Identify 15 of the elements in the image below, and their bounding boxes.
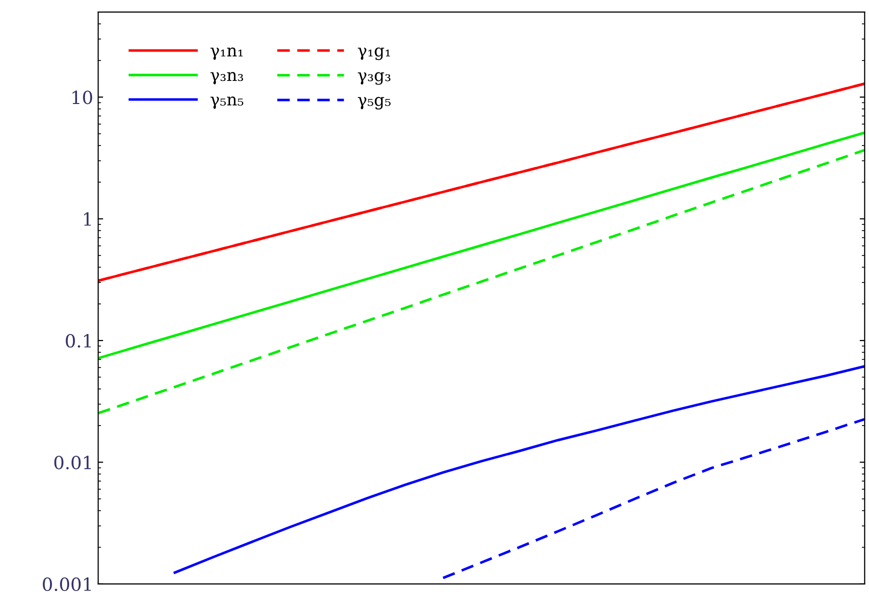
y-tick-label: 0.01 (54, 456, 91, 470)
line-series (174, 365, 865, 574)
legend-label: γ₁g₁ (358, 47, 390, 60)
legend-label: γ₃g₃ (358, 72, 390, 85)
legend-label: γ₁n₁ (210, 47, 243, 60)
y-tick-label: 1 (84, 212, 91, 226)
y-tick-label: 0.001 (42, 577, 91, 592)
legend-label: γ₅n₅ (210, 96, 244, 109)
line-series (442, 418, 865, 580)
line-series (98, 148, 865, 414)
y-tick-label: 0.1 (66, 334, 91, 348)
y-tick-label: 10 (72, 90, 92, 104)
legend-label: γ₅g₅ (358, 96, 391, 110)
legend-label: γ₃n₃ (210, 72, 244, 84)
line-series (98, 131, 865, 360)
